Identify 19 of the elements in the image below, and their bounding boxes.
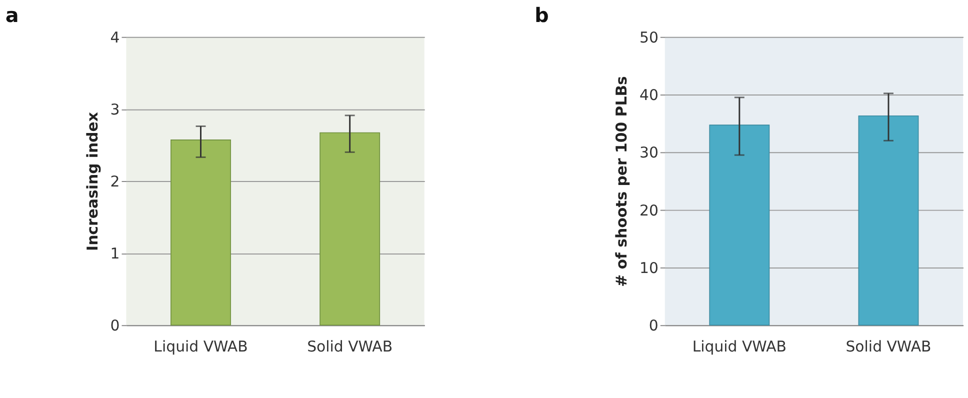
y-tick-label: 50 xyxy=(639,28,658,46)
y-tick-label: 3 xyxy=(110,100,120,118)
y-tick-label: 2 xyxy=(110,172,120,190)
y-tick-label: 1 xyxy=(110,244,120,263)
y-axis-title: Increasing index xyxy=(83,112,102,251)
x-tick-label: Solid VWAB xyxy=(307,337,393,356)
y-axis-title: # of shoots per 100 PLBs xyxy=(612,76,631,287)
y-tick-label: 40 xyxy=(639,86,658,104)
y-tick-label: 30 xyxy=(639,144,658,162)
x-tick-label: Liquid VWAB xyxy=(692,337,786,356)
y-tick-label: 0 xyxy=(110,316,120,335)
chart-title: a xyxy=(5,4,19,27)
y-tick-label: 0 xyxy=(648,316,658,335)
y-tick-label: 4 xyxy=(110,28,120,46)
x-tick-label: Liquid VWAB xyxy=(154,337,248,356)
chart-title: b xyxy=(534,4,549,27)
x-tick-label: Solid VWAB xyxy=(846,337,932,356)
y-tick-label: 10 xyxy=(639,258,658,277)
y-tick-label: 20 xyxy=(639,201,658,220)
